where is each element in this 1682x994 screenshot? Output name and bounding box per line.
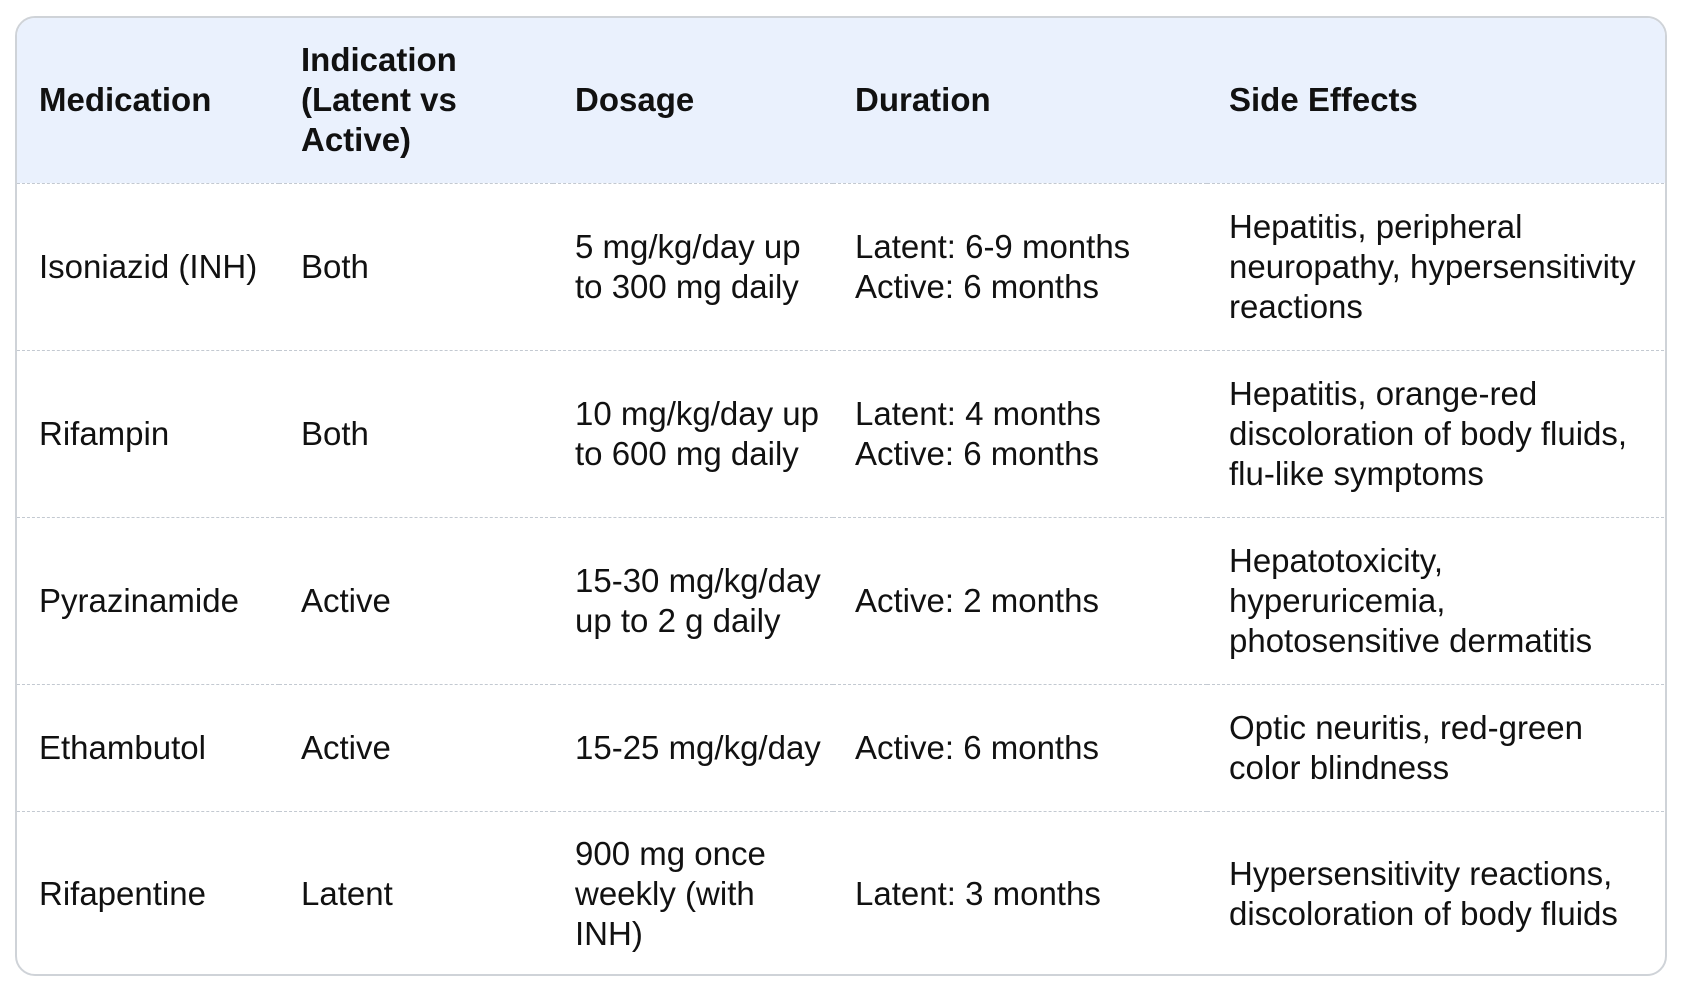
table-row: Isoniazid (INH) Both 5 mg/kg/day up to 3… — [17, 183, 1665, 351]
duration-line: Active: 6 months — [855, 434, 1099, 472]
cell-dosage: 900 mg once weekly (with INH) — [575, 834, 766, 952]
table-row: Ethambutol Active 15-25 mg/kg/day Active… — [17, 684, 1665, 812]
header-row: Medication Indication (Latent vs Active)… — [17, 18, 1665, 184]
cell-duration: Latent: 6-9 months Active: 6 months — [833, 183, 1207, 351]
cell-duration: Latent: 4 months Active: 6 months — [833, 350, 1207, 518]
cell-medication: Rifampin — [17, 350, 279, 518]
table-row: Rifampin Both 10 mg/kg/day up to 600 mg … — [17, 350, 1665, 518]
medication-table: Medication Indication (Latent vs Active)… — [17, 18, 1665, 974]
cell-duration: Active: 2 months — [833, 517, 1207, 685]
header-dosage: Dosage — [553, 18, 833, 184]
medication-table-card: Medication Indication (Latent vs Active)… — [15, 16, 1667, 976]
cell-medication: Isoniazid (INH) — [17, 183, 279, 351]
cell-side-effects: Hepatitis, orange-red discoloration of b… — [1207, 350, 1665, 518]
cell-indication: Both — [279, 350, 553, 518]
header-indication: Indication (Latent vs Active) — [279, 18, 553, 184]
duration-line: Latent: 3 months — [855, 874, 1101, 912]
duration-line: Active: 2 months — [855, 581, 1099, 619]
cell-medication: Ethambutol — [17, 684, 279, 812]
cell-indication: Latent — [301, 874, 393, 912]
cell-indication: Both — [279, 183, 553, 351]
header-side-effects: Side Effects — [1207, 18, 1665, 184]
cell-medication: Rifapentine — [39, 874, 206, 912]
cell-indication: Active — [279, 517, 553, 685]
cell-dosage: 10 mg/kg/day up to 600 mg daily — [553, 350, 833, 518]
cell-dosage: 5 mg/kg/day up to 300 mg daily — [553, 183, 833, 351]
cell-duration: Latent: 3 months — [833, 811, 1207, 974]
cell-dosage: 15-25 mg/kg/day — [553, 684, 833, 812]
cell-indication: Active — [279, 684, 553, 812]
duration-line: Latent: 4 months — [855, 394, 1101, 432]
cell-side-effects: Hepatotoxicity, hyperuricemia, photosens… — [1207, 517, 1665, 685]
duration-line: Active: 6 months — [855, 728, 1099, 766]
table-header: Medication Indication (Latent vs Active)… — [17, 18, 1665, 184]
duration-line: Active: 6 months — [855, 267, 1099, 305]
cell-dosage: 15-30 mg/kg/day up to 2 g daily — [553, 517, 833, 685]
table-row: Pyrazinamide Active 15-30 mg/kg/day up t… — [17, 517, 1665, 685]
table-row: Rifapentine Latent 900 mg once weekly (w… — [17, 811, 1665, 974]
table-body: Isoniazid (INH) Both 5 mg/kg/day up to 3… — [17, 183, 1665, 974]
cell-duration: Active: 6 months — [833, 684, 1207, 812]
cell-side-effects: Hepatitis, peripheral neuropathy, hypers… — [1207, 183, 1665, 351]
cell-medication: Pyrazinamide — [17, 517, 279, 685]
cell-side-effects: Optic neuritis, red-green color blindnes… — [1207, 684, 1665, 812]
duration-line: Latent: 6-9 months — [855, 227, 1131, 265]
header-medication: Medication — [17, 18, 279, 184]
header-duration: Duration — [833, 18, 1207, 184]
cell-side-effects: Hypersensitivity reactions, discoloratio… — [1229, 854, 1618, 932]
